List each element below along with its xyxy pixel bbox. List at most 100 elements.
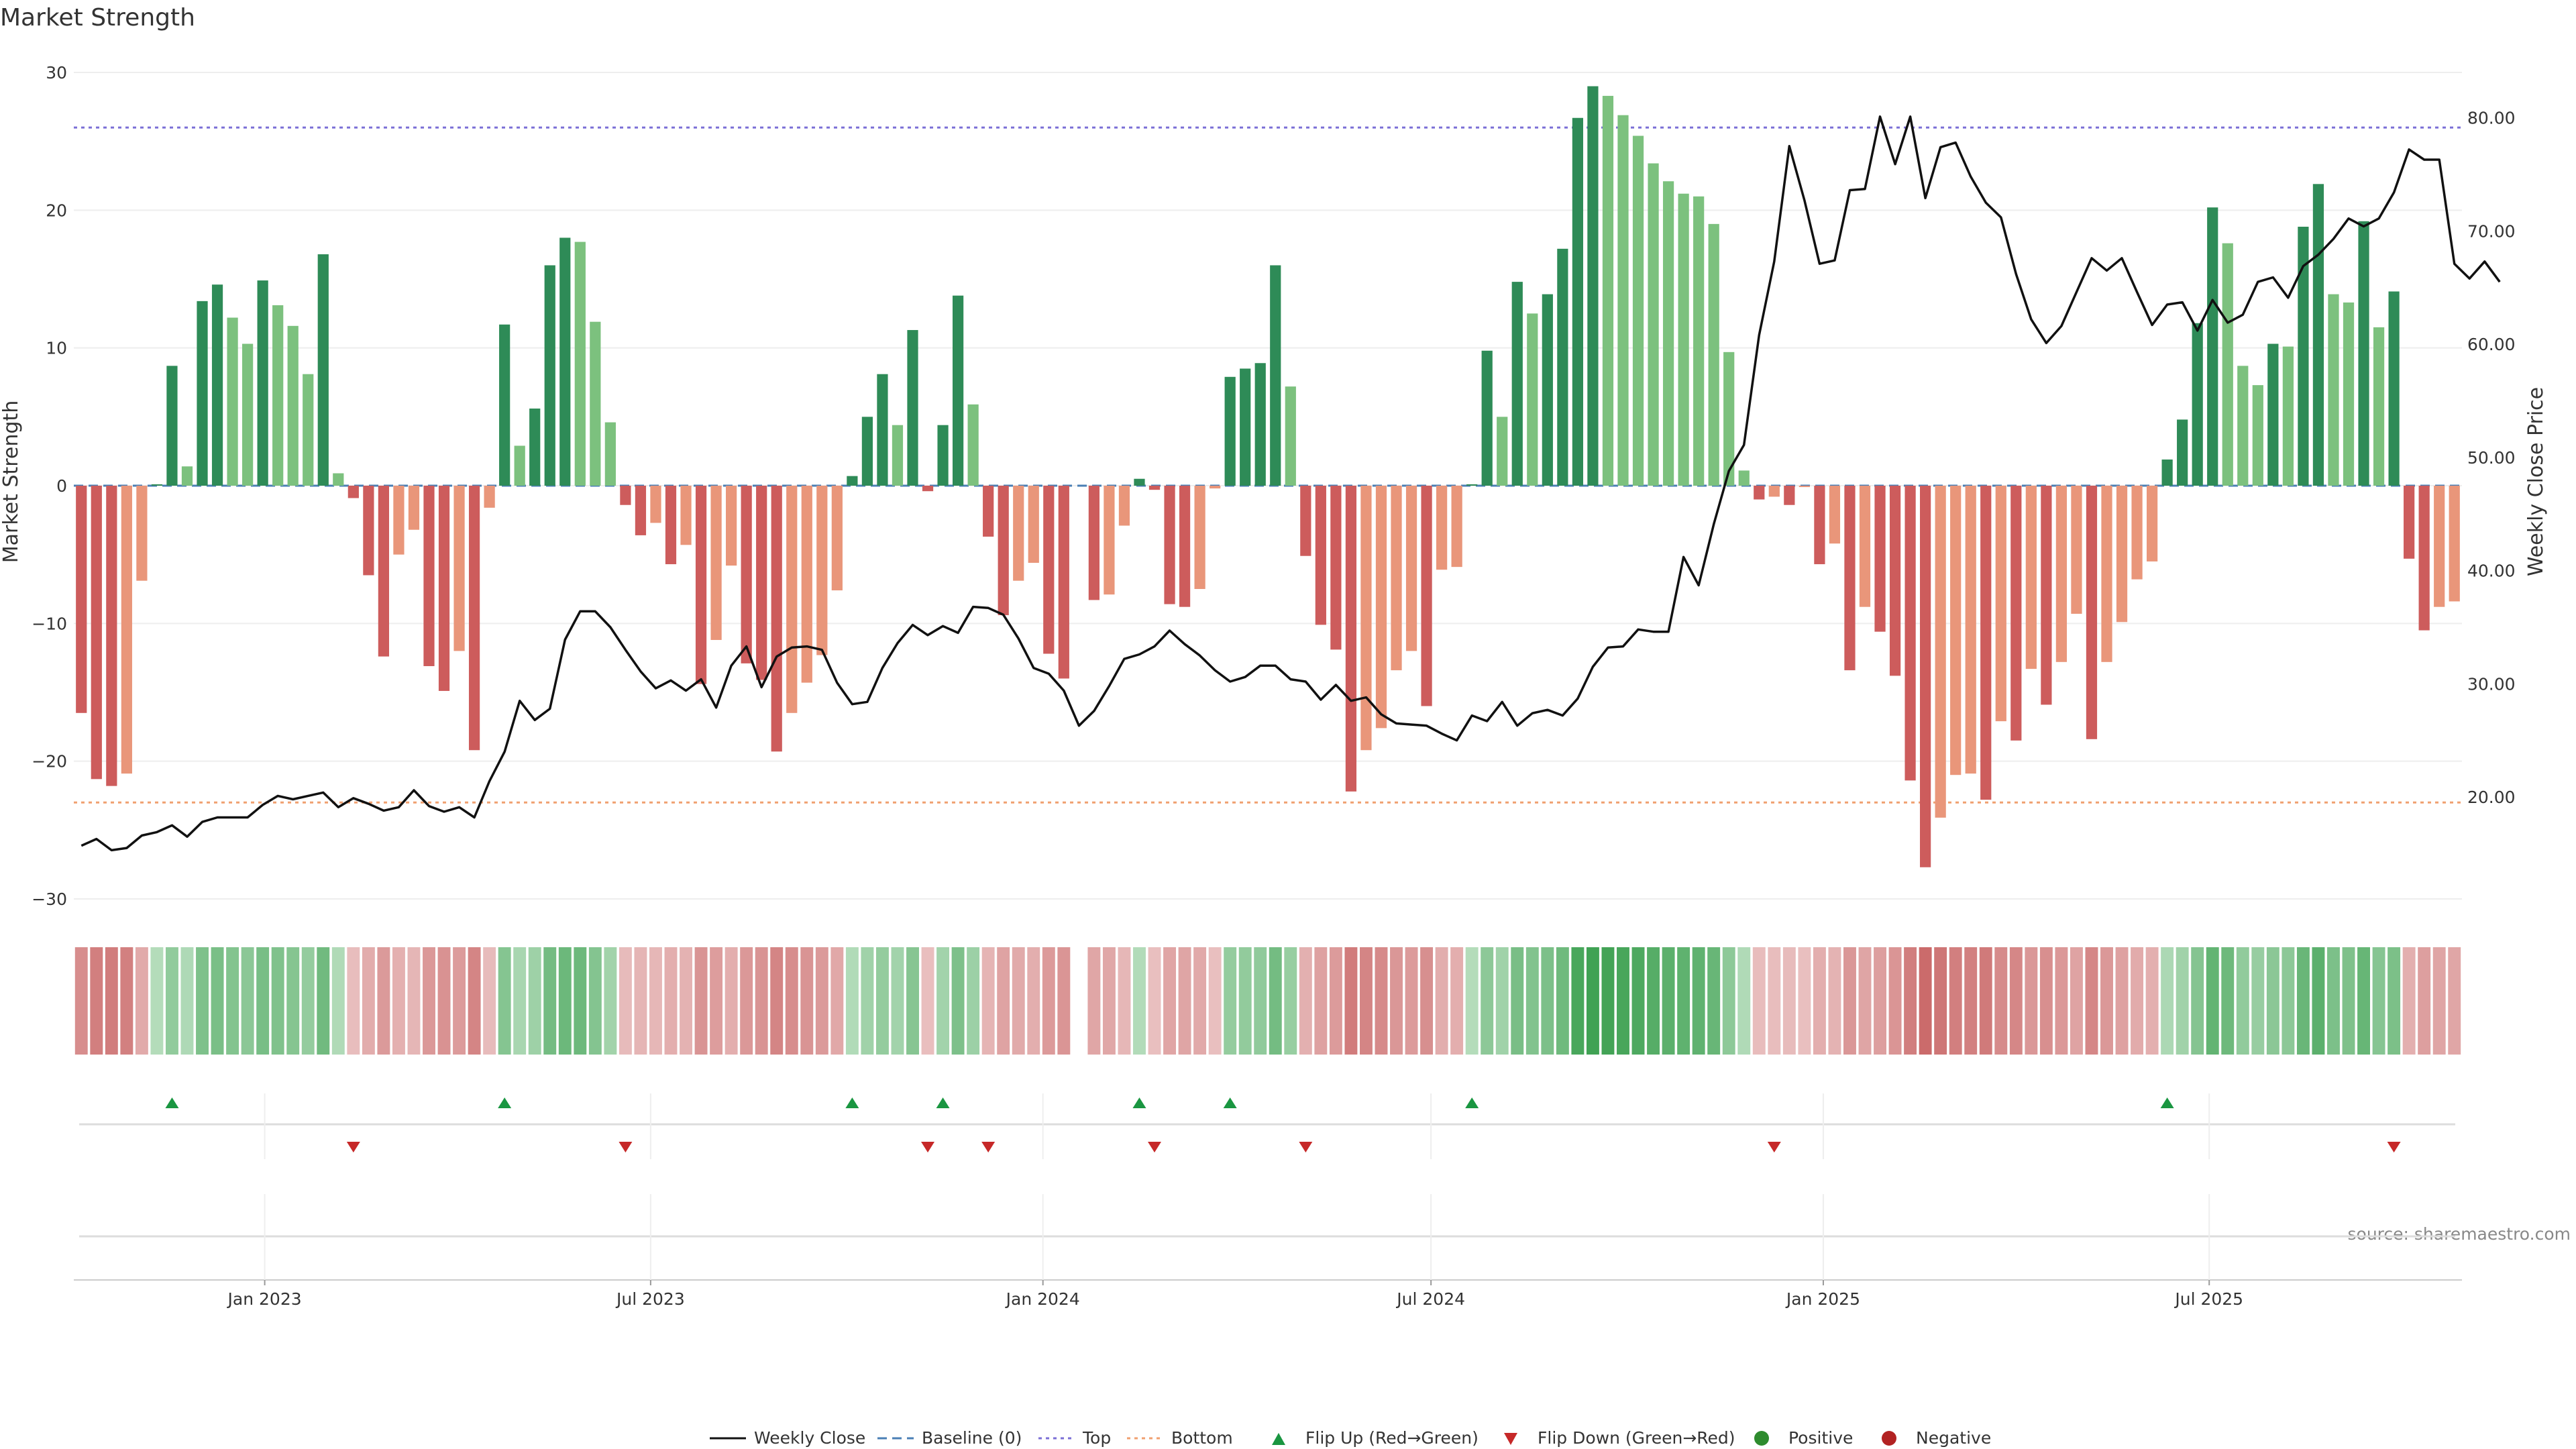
strength-bar — [2086, 486, 2098, 739]
strength-bar — [484, 486, 495, 508]
strength-bar — [2298, 226, 2309, 486]
strength-bar — [695, 486, 707, 684]
legend-swatch-flip-down — [1504, 1433, 1517, 1445]
heat-cell — [861, 947, 874, 1055]
strength-bar — [333, 473, 344, 486]
strength-bar — [2161, 459, 2173, 486]
source-text: source: sharemaestro.com — [2348, 1224, 2571, 1244]
flip-up-marker — [2160, 1097, 2174, 1108]
heat-cell — [1375, 947, 1388, 1055]
heat-cell — [2432, 947, 2446, 1055]
strength-bar — [801, 486, 812, 683]
strength-bar — [1662, 181, 1674, 486]
heat-cell — [1556, 947, 1569, 1055]
right-tick-label: 20.00 — [2467, 788, 2516, 807]
heat-cell — [1752, 947, 1766, 1055]
heat-cell — [1238, 947, 1252, 1055]
strength-bar — [1708, 223, 1719, 486]
strength-bar — [91, 486, 102, 780]
heat-cell — [981, 947, 995, 1055]
heat-cell — [2236, 947, 2249, 1055]
strength-bar — [847, 476, 858, 486]
heat-cell — [2176, 947, 2189, 1055]
left-tick-label: 0 — [56, 476, 67, 496]
heat-cell — [1042, 947, 1055, 1055]
strength-bar — [861, 417, 873, 486]
strength-bar — [1965, 486, 1976, 774]
legend-item-flip_up: Flip Up (Red→Green) — [1272, 1428, 1479, 1448]
heat-cell — [317, 947, 330, 1055]
heat-cell — [1843, 947, 1856, 1055]
heat-cell — [1299, 947, 1312, 1055]
strength-bar — [2177, 419, 2188, 486]
flip-up-marker — [845, 1097, 859, 1108]
strength-bar — [166, 366, 178, 486]
heat-cell — [2131, 947, 2144, 1055]
strength-bar — [453, 486, 465, 651]
strength-bar — [1557, 248, 1568, 486]
strength-bar — [786, 486, 798, 713]
strength-bar — [1950, 486, 1962, 775]
heat-cell — [2312, 947, 2325, 1055]
left-tick-label: 30 — [46, 63, 67, 83]
strength-bar — [1330, 486, 1342, 650]
x-tick-label: Jan 2025 — [1785, 1289, 1860, 1309]
right-tick-label: 70.00 — [2467, 221, 2516, 241]
heat-cell — [1314, 947, 1328, 1055]
legend-item-flip_down: Flip Down (Green→Red) — [1504, 1428, 1735, 1448]
heat-cell — [2342, 947, 2355, 1055]
heat-cell — [468, 947, 481, 1055]
strength-bar — [2282, 346, 2294, 486]
heat-cell — [241, 947, 254, 1055]
heat-cell — [271, 947, 284, 1055]
heat-cell — [1435, 947, 1448, 1055]
strength-bar — [1345, 486, 1357, 792]
legend-item-positive: Positive — [1754, 1428, 1853, 1448]
strength-bar — [438, 486, 450, 691]
strength-bar — [1421, 486, 1432, 706]
strength-bar — [1194, 486, 1205, 589]
strength-bar — [1436, 486, 1448, 570]
strength-bar — [1874, 486, 1886, 632]
strength-bar — [1058, 486, 1069, 679]
heat-cell — [437, 947, 451, 1055]
heat-cell — [1057, 947, 1071, 1055]
heat-cell — [740, 947, 753, 1055]
heat-cell — [875, 947, 889, 1055]
heat-cell — [2296, 947, 2310, 1055]
legend-label: Top — [1082, 1428, 1111, 1448]
strength-bar — [76, 486, 87, 713]
heat-cell — [724, 947, 738, 1055]
legend-label: Baseline (0) — [922, 1428, 1022, 1448]
heat-cell — [619, 947, 632, 1055]
y-axis-ticks: 30 20 10 0 −10 −20 −30 80.00 70.00 60.00 50.00 40.0… — [32, 63, 2515, 909]
strength-bar — [1889, 486, 1901, 676]
strength-bar — [1466, 484, 1478, 486]
heat-cell — [1087, 947, 1101, 1055]
strength-bar — [635, 486, 647, 535]
heat-cell — [770, 947, 784, 1055]
heat-cell — [2009, 947, 2023, 1055]
heat-cell — [1012, 947, 1025, 1055]
heat-cell — [1511, 947, 1524, 1055]
strength-heat-row — [74, 947, 2461, 1055]
legend-label: Negative — [1916, 1428, 1991, 1448]
weekly-close-line — [80, 115, 2501, 852]
heat-cell — [1390, 947, 1403, 1055]
heat-cell — [2039, 947, 2053, 1055]
heat-cell — [558, 947, 572, 1055]
heat-cell — [196, 947, 209, 1055]
strength-bar — [2131, 486, 2143, 580]
left-tick-label: −30 — [32, 890, 67, 909]
flip-down-marker — [1767, 1142, 1781, 1152]
strength-bar — [2373, 327, 2385, 486]
strength-bar — [1784, 486, 1795, 505]
heat-cell — [1813, 947, 1826, 1055]
flip-down-marker — [346, 1142, 360, 1152]
heat-cell — [528, 947, 541, 1055]
strength-bar — [1164, 486, 1175, 604]
heat-cell — [1949, 947, 1962, 1055]
strength-bar — [514, 445, 525, 486]
heat-cell — [286, 947, 300, 1055]
heat-cell — [1329, 947, 1342, 1055]
